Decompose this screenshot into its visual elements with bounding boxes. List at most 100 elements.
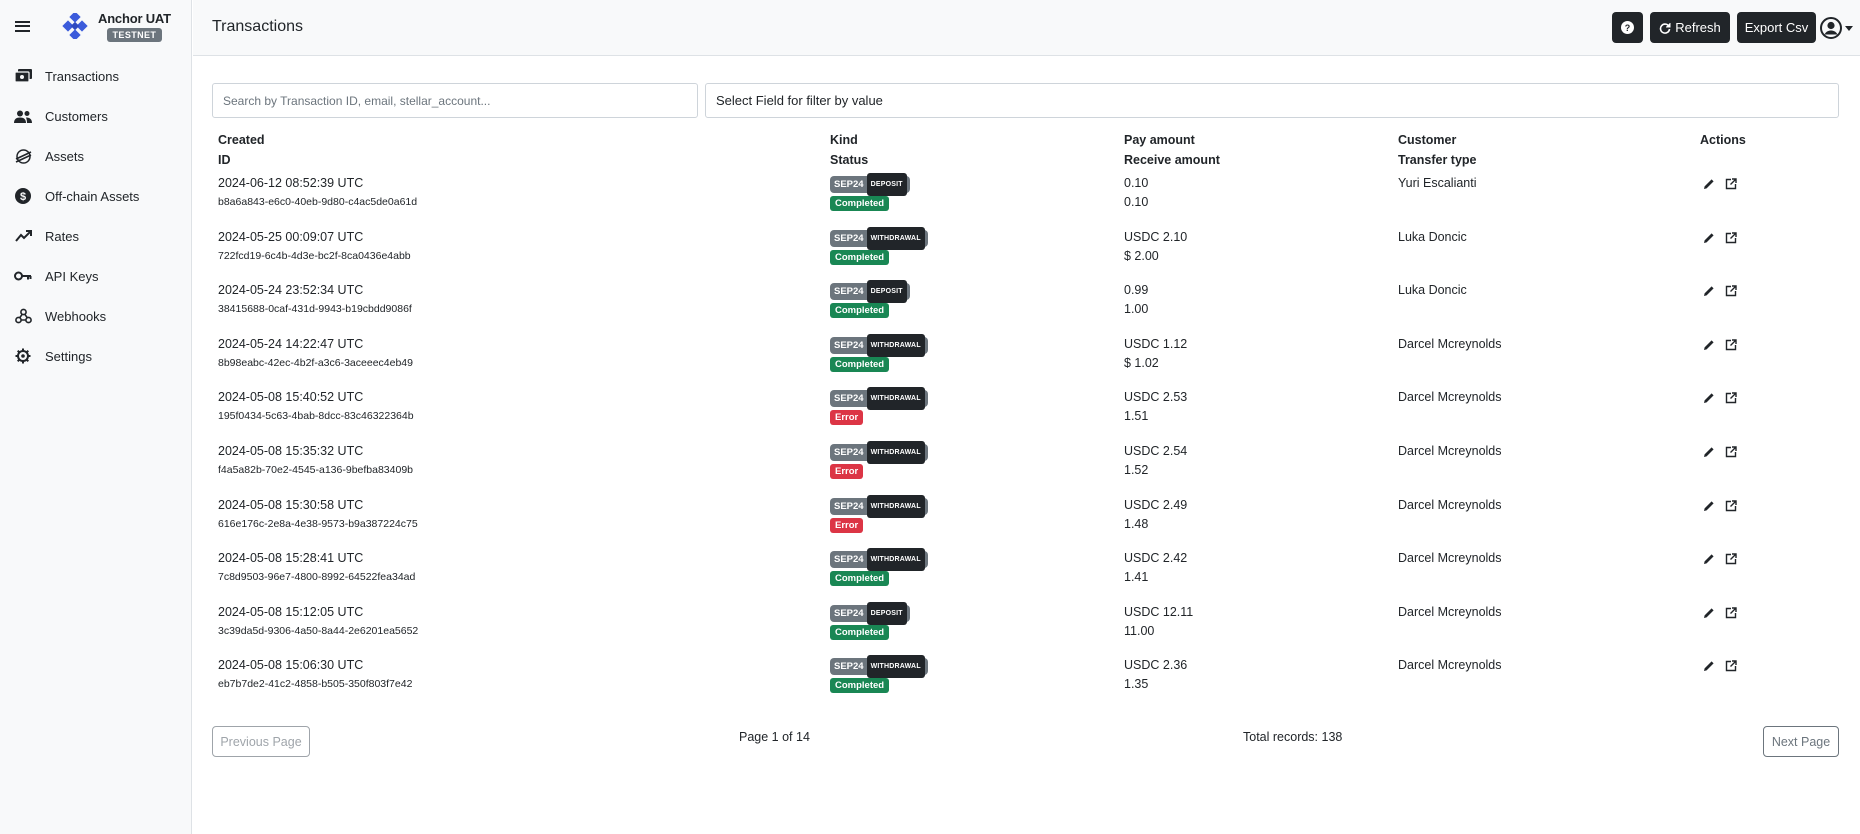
amount-cell: USDC 2.42 1.41 [1124, 549, 1187, 587]
customer-name[interactable]: Luka Doncic [1398, 229, 1467, 244]
created-cell: 2024-05-24 23:52:34 UTC 38415688-0caf-431… [218, 281, 412, 319]
customer-name[interactable]: Darcel Mcreynolds [1398, 497, 1502, 512]
edit-icon[interactable] [1703, 500, 1716, 513]
customer-cell: Darcel Mcreynolds [1398, 656, 1502, 694]
edit-icon[interactable] [1703, 553, 1716, 566]
sidebar-item-transactions[interactable]: Transactions [0, 56, 191, 96]
actions-cell [1703, 496, 1738, 513]
customer-name[interactable]: Darcel Mcreynolds [1398, 658, 1502, 673]
created-date: 2024-05-24 23:52:34 UTC [218, 283, 364, 298]
receive-amount: 1.35 [1124, 677, 1149, 692]
table-row: 2024-05-08 15:28:41 UTC 7c8d9503-96e7-480… [212, 545, 1839, 599]
actions-cell [1703, 603, 1738, 620]
sidebar-item-label: Transactions [45, 68, 119, 84]
kind-status-cell: SEP24 DEPOSIT Completed [830, 173, 910, 212]
open-external-icon[interactable] [1725, 339, 1738, 352]
transaction-id: 616e176c-2e8a-4e38-9573-b9a387224c75 [218, 517, 418, 530]
created-cell: 2024-05-08 15:28:41 UTC 7c8d9503-96e7-480… [218, 549, 415, 587]
kind-status-cell: SEP24 WITHDRAWAL Error [830, 494, 928, 534]
sidebar-nav: Transactions Customers Assets $ Off-chai… [0, 56, 191, 376]
transaction-id: 722fcd19-6c4b-4d3e-bc2f-8ca0436e4abb [218, 249, 411, 262]
edit-icon[interactable] [1703, 607, 1716, 620]
sidebar-item-webhooks[interactable]: Webhooks [0, 296, 191, 336]
created-date: 2024-05-08 15:40:52 UTC [218, 390, 364, 405]
edit-icon[interactable] [1703, 660, 1716, 673]
sidebar-item-off-chain-assets[interactable]: $ Off-chain Assets [0, 176, 191, 216]
kind-subtype-badge: DEPOSIT [866, 280, 907, 304]
transfer-type [1398, 407, 1502, 426]
header-amounts: Pay amount Receive amount [1124, 130, 1220, 170]
header-kind: Kind [830, 133, 858, 147]
kind-status-cell: SEP24 WITHDRAWAL Completed [830, 226, 928, 266]
kind-badge: SEP24 DEPOSIT [830, 601, 910, 625]
search-input[interactable] [212, 83, 698, 118]
customer-name[interactable]: Darcel Mcreynolds [1398, 336, 1502, 351]
customer-cell: Luka Doncic [1398, 281, 1467, 319]
stellar-icon [14, 147, 32, 165]
customer-name[interactable]: Darcel Mcreynolds [1398, 604, 1502, 619]
dollar-circle-icon: $ [14, 187, 32, 205]
amount-cell: USDC 2.49 1.48 [1124, 496, 1187, 534]
actions-cell [1703, 335, 1738, 352]
transfer-type [1398, 193, 1477, 212]
edit-icon[interactable] [1703, 178, 1716, 191]
receive-amount: 1.41 [1124, 570, 1149, 585]
edit-icon[interactable] [1703, 446, 1716, 459]
sidebar-item-api-keys[interactable]: API Keys [0, 256, 191, 296]
status-badge: Error [830, 410, 864, 426]
filter-field-select[interactable]: Select Field for filter by value [705, 83, 1839, 118]
open-external-icon[interactable] [1725, 607, 1738, 620]
sidebar-item-rates[interactable]: Rates [0, 216, 191, 256]
edit-icon[interactable] [1703, 392, 1716, 405]
open-external-icon[interactable] [1725, 392, 1738, 405]
hamburger-menu-button[interactable] [0, 0, 44, 52]
pay-amount: USDC 2.42 [1124, 551, 1188, 566]
kind-subtype-badge: DEPOSIT [866, 601, 907, 625]
kind-subtype-badge: WITHDRAWAL [866, 655, 925, 679]
customer-name[interactable]: Darcel Mcreynolds [1398, 551, 1502, 566]
open-external-icon[interactable] [1725, 553, 1738, 566]
edit-icon[interactable] [1703, 339, 1716, 352]
header-created: Created [218, 133, 265, 147]
customer-name[interactable]: Darcel Mcreynolds [1398, 443, 1502, 458]
help-button[interactable]: ? [1612, 12, 1643, 43]
customer-name[interactable]: Yuri Escalianti [1398, 176, 1477, 190]
sidebar-item-customers[interactable]: Customers [0, 96, 191, 136]
customer-cell: Darcel Mcreynolds [1398, 603, 1502, 641]
edit-icon[interactable] [1703, 232, 1716, 245]
kind-label: SEP24 [834, 500, 864, 512]
customer-cell: Darcel Mcreynolds [1398, 442, 1502, 480]
amount-cell: 0.99 1.00 [1124, 281, 1148, 319]
user-menu-toggle[interactable] [1820, 15, 1860, 41]
next-page-button[interactable]: Next Page [1763, 726, 1839, 757]
open-external-icon[interactable] [1725, 178, 1738, 191]
created-cell: 2024-05-08 15:12:05 UTC 3c39da5d-9306-4a5… [218, 603, 418, 641]
sidebar-item-settings[interactable]: Settings [0, 336, 191, 376]
actions-cell [1703, 442, 1738, 459]
created-cell: 2024-05-08 15:30:58 UTC 616e176c-2e8a-4e3… [218, 496, 418, 534]
export-csv-button[interactable]: Export Csv [1737, 12, 1816, 43]
status-badge: Completed [830, 678, 890, 694]
transaction-id: 8b98eabc-42ec-4b2f-a3c6-3aceeec4eb49 [218, 356, 413, 369]
refresh-button[interactable]: Refresh [1650, 12, 1730, 43]
table-row: 2024-06-12 08:52:39 UTC b8a6a843-e6c0-40e… [212, 170, 1839, 224]
edit-icon[interactable] [1703, 285, 1716, 298]
actions-cell [1703, 174, 1738, 191]
next-page-label: Next Page [1771, 734, 1831, 749]
sidebar-item-label: API Keys [45, 268, 99, 284]
gear-icon [14, 347, 32, 365]
open-external-icon[interactable] [1725, 285, 1738, 298]
pay-amount: USDC 12.11 [1124, 604, 1194, 619]
customer-name[interactable]: Luka Doncic [1398, 283, 1467, 298]
amount-cell: USDC 2.36 1.35 [1124, 656, 1187, 694]
customer-name[interactable]: Darcel Mcreynolds [1398, 390, 1502, 405]
sidebar-item-assets[interactable]: Assets [0, 136, 191, 176]
open-external-icon[interactable] [1725, 446, 1738, 459]
open-external-icon[interactable] [1725, 231, 1738, 245]
kind-label: SEP24 [834, 393, 864, 405]
open-external-icon[interactable] [1725, 499, 1738, 513]
previous-page-button[interactable]: Previous Page [212, 726, 310, 757]
sidebar-item-label: Assets [45, 148, 85, 164]
open-external-icon[interactable] [1725, 660, 1738, 673]
